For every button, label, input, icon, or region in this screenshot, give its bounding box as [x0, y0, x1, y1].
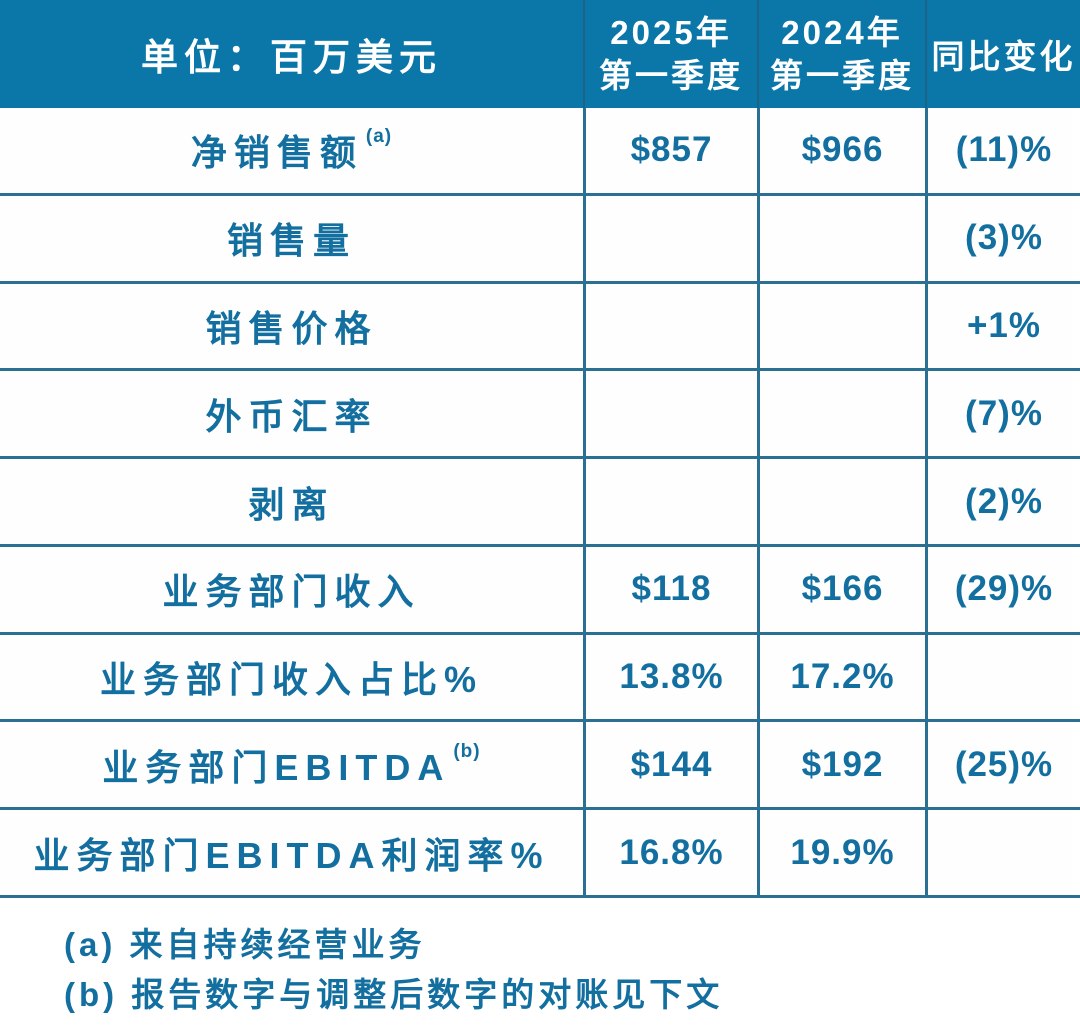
value-2024-cell: 17.2% — [757, 634, 925, 720]
table-row-sales-volume: 销售量 (3)% — [0, 195, 1080, 284]
row-label: 业务部门EBITDA — [102, 746, 451, 788]
value-2024-cell: 19.9% — [757, 810, 925, 896]
yoy-cell: (3)% — [925, 195, 1080, 281]
header-cell-units: 单位：百万美元 — [0, 0, 583, 108]
footnote-a: (a) 来自持续经营业务 — [64, 926, 426, 963]
value-2024-cell — [757, 195, 925, 281]
table-row-segment-ebitda-margin: 业务部门EBITDA利润率% 16.8% 19.9% — [0, 810, 1080, 899]
row-label: 净销售额 — [190, 132, 363, 174]
table-row-fx: 外币汇率 (7)% — [0, 371, 1080, 460]
value-2025-cell: 16.8% — [583, 810, 757, 896]
header-2024-line2: 第一季度 — [770, 57, 914, 94]
header-cell-yoy-change: 同比变化 — [925, 0, 1080, 108]
yoy-cell: (7)% — [925, 371, 1080, 457]
value-2025-cell: $118 — [583, 546, 757, 632]
value-2024-cell: $966 — [757, 108, 925, 193]
table-row-sales-price: 销售价格 +1% — [0, 283, 1080, 372]
header-yoy-label: 同比变化 — [931, 38, 1076, 75]
header-2024-line1: 2024年 — [781, 14, 903, 51]
table-row-segment-income-pct: 业务部门收入占比% 13.8% 17.2% — [0, 634, 1080, 723]
header-2025-line2: 第一季度 — [599, 57, 743, 94]
value-2024-cell — [757, 371, 925, 457]
row-label-cell: 剥离 — [0, 459, 583, 544]
footnote-marker-b: (b) — [453, 740, 481, 762]
footnote-marker-a: (a) — [365, 126, 393, 148]
row-label-cell: 业务部门EBITDA (b) — [0, 722, 583, 807]
row-label-cell: 销售价格 — [0, 284, 583, 369]
value-2024-cell: $192 — [757, 722, 925, 808]
row-label: 业务部门EBITDA利润率% — [33, 834, 550, 876]
footnotes: (a) 来自持续经营业务 (b) 报告数字与调整后数字的对账见下文 — [0, 898, 1080, 1020]
row-label-cell: 外币汇率 — [0, 371, 583, 456]
yoy-cell — [925, 634, 1080, 720]
footnote-b: (b) 报告数字与调整后数字的对账见下文 — [64, 976, 724, 1013]
table-row-net-sales: 净销售额 (a) $857 $966 (11)% — [0, 108, 1080, 196]
value-2024-cell: $166 — [757, 546, 925, 632]
row-label: 销售价格 — [205, 307, 378, 349]
row-label: 业务部门收入 — [162, 571, 421, 613]
table-body: 净销售额 (a) $857 $966 (11)% 销售量 (3)% 销售价格 +1… — [0, 108, 1080, 899]
row-label: 外币汇率 — [205, 395, 378, 437]
yoy-cell: (25)% — [925, 722, 1080, 808]
value-2025-cell: $857 — [583, 108, 757, 193]
header-2025-line1: 2025年 — [610, 14, 732, 51]
value-2024-cell — [757, 283, 925, 369]
row-label: 业务部门收入占比% — [99, 659, 483, 701]
row-label-cell: 业务部门收入 — [0, 547, 583, 632]
table-row-segment-ebitda: 业务部门EBITDA (b) $144 $192 (25)% — [0, 722, 1080, 811]
table-row-segment-income: 业务部门收入 $118 $166 (29)% — [0, 546, 1080, 635]
row-label-cell: 销售量 — [0, 196, 583, 281]
value-2024-cell — [757, 459, 925, 544]
yoy-cell: (11)% — [925, 108, 1080, 193]
value-2025-cell — [583, 459, 757, 544]
value-2025-cell — [583, 195, 757, 281]
yoy-cell: (29)% — [925, 546, 1080, 632]
yoy-cell — [925, 810, 1080, 896]
row-label: 销售量 — [226, 220, 356, 262]
row-label-cell: 业务部门EBITDA利润率% — [0, 810, 583, 895]
header-cell-2024-q1: 2024年 第一季度 — [757, 0, 925, 108]
value-2025-cell — [583, 371, 757, 457]
value-2025-cell — [583, 283, 757, 369]
table-row-divestitures: 剥离 (2)% — [0, 459, 1080, 547]
value-2025-cell: 13.8% — [583, 634, 757, 720]
table-header-row: 单位：百万美元 2025年 第一季度 2024年 第一季度 同比变化 — [0, 0, 1080, 108]
header-cell-2025-q1: 2025年 第一季度 — [583, 0, 757, 108]
row-label-cell: 业务部门收入占比% — [0, 635, 583, 720]
yoy-cell: (2)% — [925, 459, 1080, 544]
value-2025-cell: $144 — [583, 722, 757, 808]
yoy-cell: +1% — [925, 283, 1080, 369]
row-label: 剥离 — [248, 483, 335, 525]
row-label-cell: 净销售额 (a) — [0, 108, 583, 193]
header-units-label: 单位：百万美元 — [141, 37, 442, 78]
